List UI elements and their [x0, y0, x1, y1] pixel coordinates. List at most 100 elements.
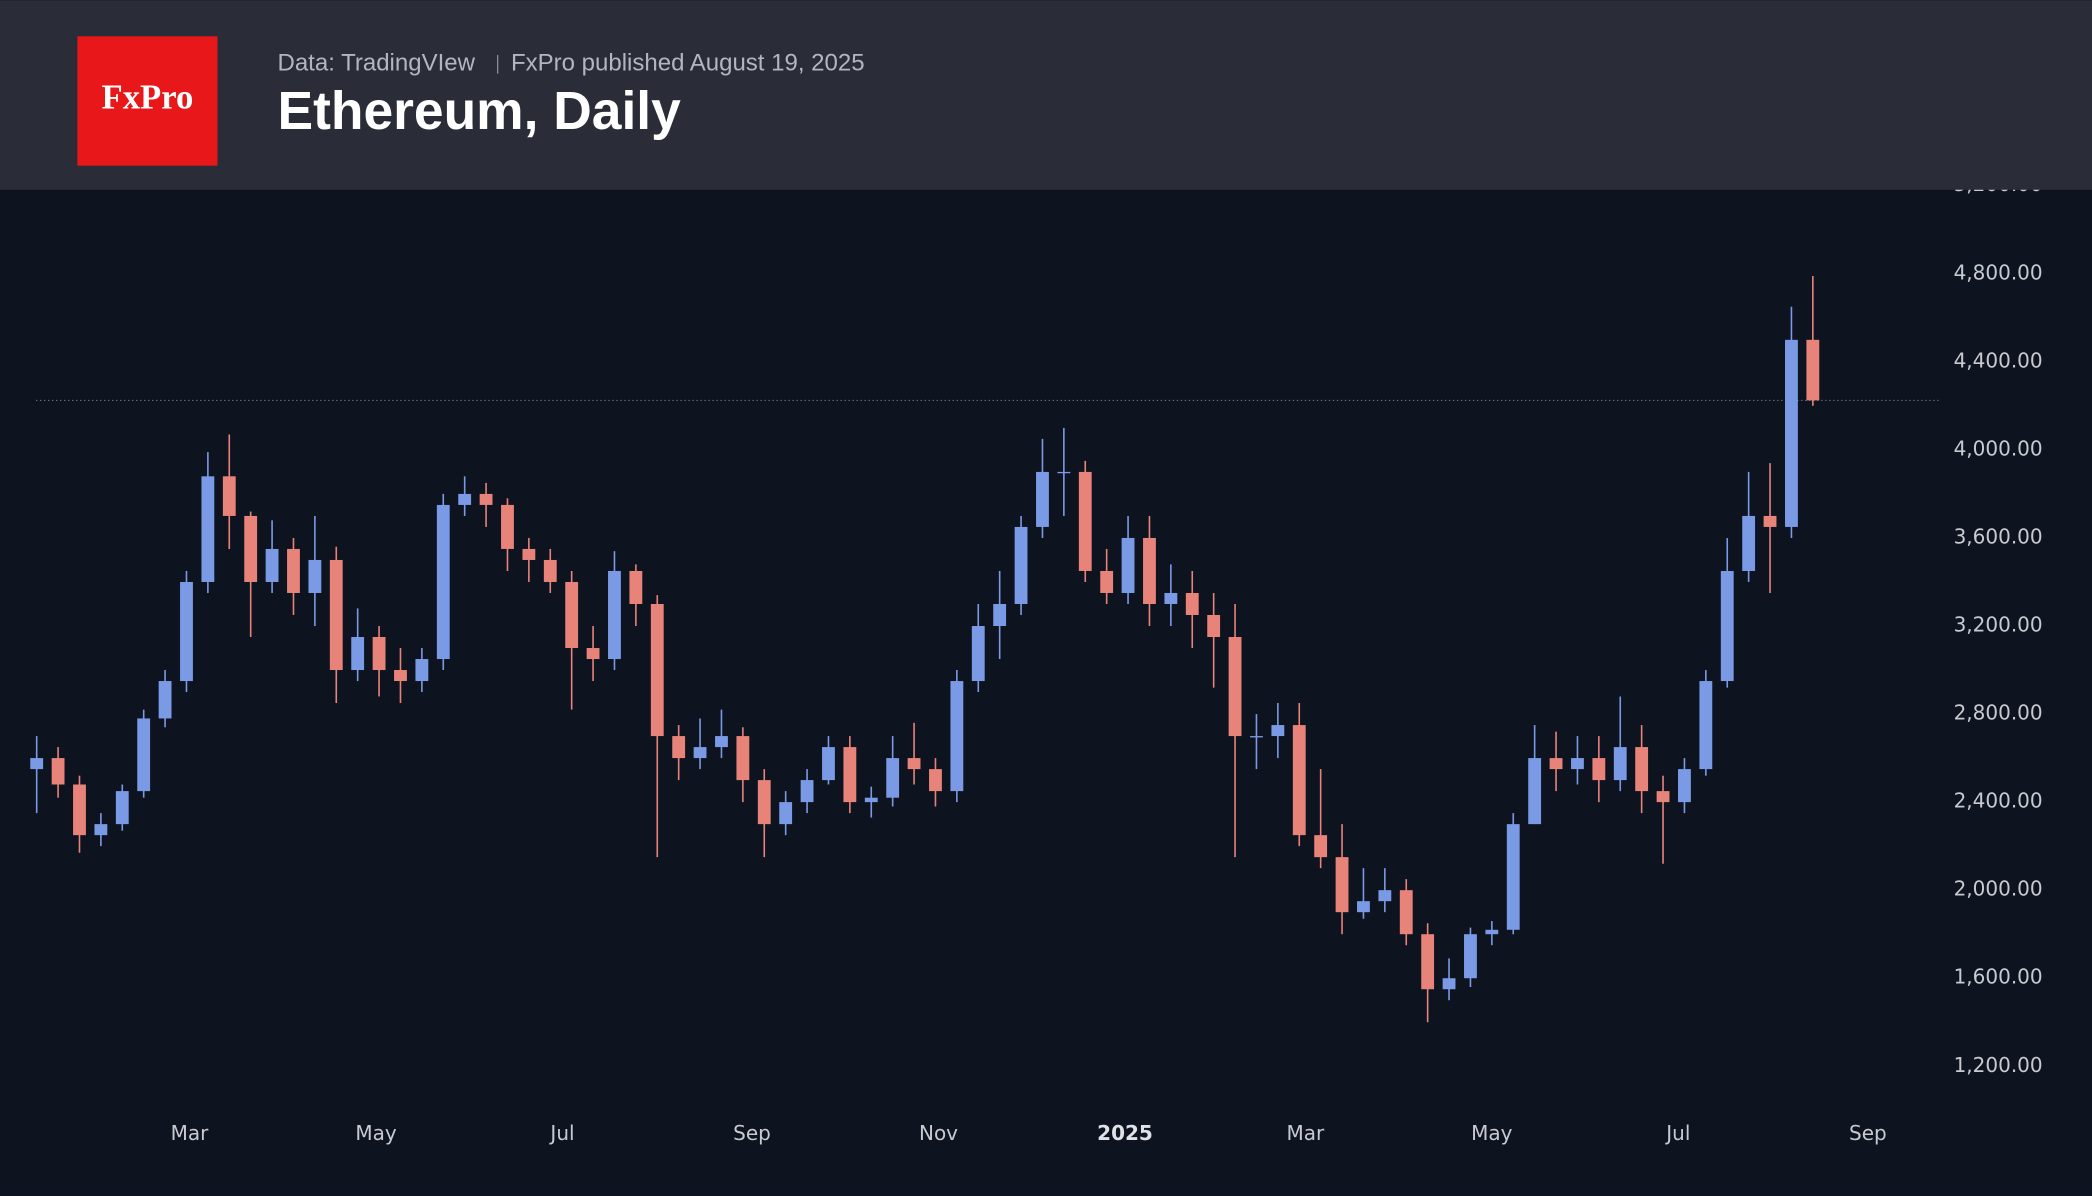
candle-body [1421, 934, 1435, 990]
candle-body [843, 747, 857, 803]
candle-body [864, 797, 878, 803]
candle-body [629, 570, 643, 604]
candle-body [1185, 592, 1199, 615]
candle-body [351, 637, 365, 671]
header [0, 0, 2092, 190]
candle-body [800, 780, 814, 803]
candle-body [1464, 934, 1477, 979]
logo-text: FxPro [102, 77, 194, 116]
candle-body [608, 570, 621, 660]
candle-body [672, 736, 686, 759]
candle-body [757, 780, 771, 825]
candle-body [1763, 515, 1777, 527]
candle-body [1635, 747, 1649, 792]
candle-body [1442, 978, 1456, 990]
candle-body [1314, 835, 1328, 858]
candle-body [158, 681, 172, 719]
candle-body [950, 681, 964, 792]
candle-body [715, 736, 728, 748]
candle-body [372, 637, 386, 671]
candle-body [201, 476, 215, 582]
y-tick-label: 2,800.00 [1954, 701, 2043, 725]
candle-body [1506, 824, 1520, 930]
candle-body [501, 504, 514, 549]
candle-body [436, 504, 450, 660]
candle-body [415, 659, 429, 682]
x-tick-label: Jul [548, 1121, 574, 1145]
candle-body [394, 670, 407, 682]
candle-body [1100, 570, 1114, 593]
candle-body [1399, 890, 1413, 935]
y-tick-label: 2,400.00 [1954, 789, 2043, 813]
candle-body [1699, 681, 1713, 770]
published: FxPro published August 19, 2025 [511, 50, 865, 77]
candle-body [929, 769, 942, 792]
candle-body [1742, 515, 1756, 571]
candle-body [907, 758, 921, 770]
candle-body [1656, 791, 1670, 803]
candle-body [1207, 614, 1221, 638]
candle-body [329, 559, 343, 671]
candle-body [1078, 471, 1092, 571]
candle-body [1592, 758, 1606, 781]
candle-body [1143, 537, 1156, 604]
x-tick-label: Sep [1849, 1121, 1887, 1145]
candle-body [886, 758, 900, 798]
x-tick-label: Jul [1664, 1121, 1690, 1145]
x-tick-label: Mar [1287, 1121, 1326, 1145]
candle-body [1378, 890, 1392, 902]
x-tick-label: 2025 [1097, 1121, 1153, 1145]
candle-body [1335, 857, 1349, 913]
candle-body [244, 515, 258, 582]
candle-body [308, 559, 322, 593]
candle-body [458, 493, 472, 505]
candle-body [1785, 339, 1798, 527]
y-tick-label: 4,800.00 [1954, 260, 2043, 284]
candle-body [30, 758, 44, 770]
candle-body [650, 603, 664, 737]
y-tick-label: 2,000.00 [1954, 877, 2043, 901]
candle-body [1014, 526, 1028, 604]
chart-title: Ethereum, Daily [278, 82, 682, 141]
y-tick-label: 3,200.00 [1954, 613, 2043, 637]
candle-body [479, 493, 493, 505]
x-tick-label: Sep [733, 1121, 771, 1145]
y-tick-label: 4,400.00 [1954, 348, 2043, 372]
y-tick-label: 3,600.00 [1954, 524, 2043, 548]
x-tick-label: May [1471, 1121, 1513, 1145]
candle-body [180, 581, 193, 682]
y-tick-label: 1,600.00 [1954, 965, 2043, 989]
candle-body [586, 648, 600, 660]
candle-body [1121, 537, 1135, 593]
candle-body [1678, 769, 1691, 803]
candle-body [1485, 929, 1499, 935]
candle-body [265, 548, 279, 582]
candle-body [1528, 758, 1542, 825]
candle-body [1164, 592, 1178, 604]
y-tick-label: 4,000.00 [1954, 436, 2043, 460]
candle-body [1357, 901, 1370, 913]
candle-body [736, 736, 750, 781]
candle-body [565, 581, 579, 649]
candle-body [1271, 725, 1285, 737]
candle-body [1057, 471, 1071, 474]
candle-body [693, 747, 707, 759]
candle-body [522, 548, 536, 560]
x-tick-label: May [355, 1121, 397, 1145]
candle-body [73, 784, 86, 836]
candle-body [51, 758, 65, 785]
candle-body [1036, 471, 1049, 527]
candle-body [137, 718, 151, 792]
candle-body [543, 559, 557, 582]
candle-body [1228, 637, 1242, 737]
candle-body [1250, 736, 1263, 738]
candle-body [1806, 339, 1820, 401]
plot: 1,200.00 1,600.00 2,000.00 2,400.00 2,800.00… [30, 172, 2043, 1145]
source: Data: TradingVIew [278, 50, 476, 77]
candle-body [1571, 758, 1584, 770]
candle-body [287, 548, 300, 593]
candle-body [822, 747, 835, 781]
